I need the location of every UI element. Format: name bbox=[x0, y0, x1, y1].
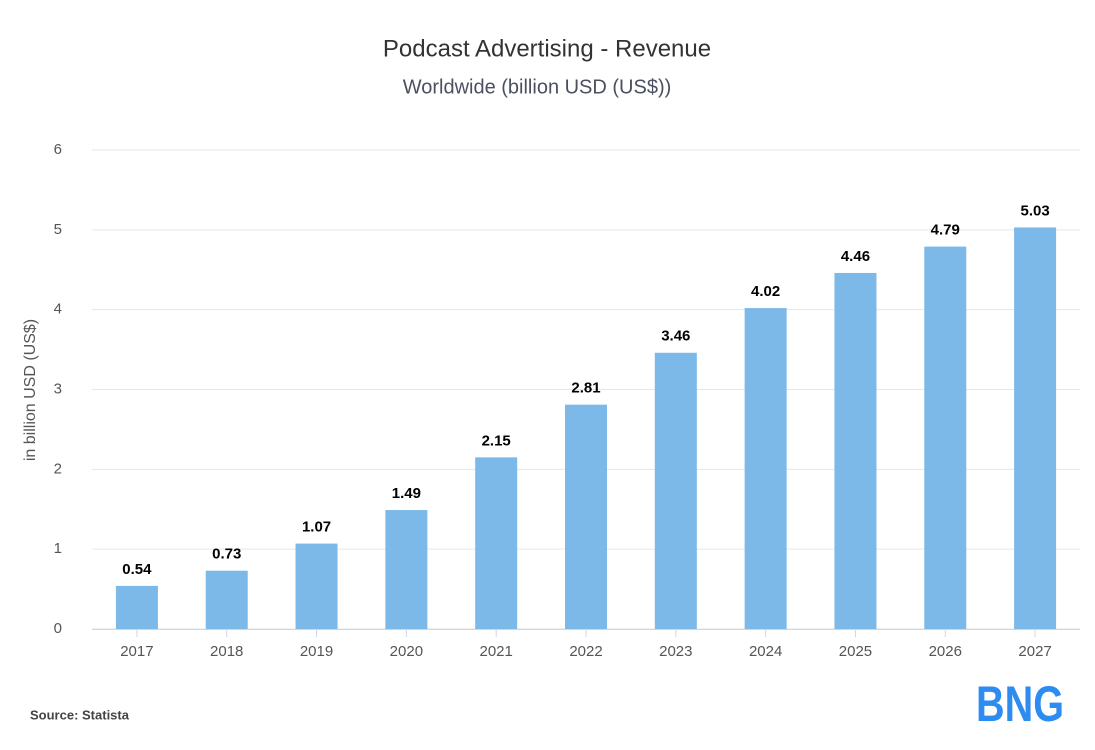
x-tick-label: 2027 bbox=[1018, 643, 1051, 660]
x-tick-label: 2024 bbox=[749, 643, 782, 660]
data-label: 4.79 bbox=[931, 222, 960, 239]
data-label: 5.03 bbox=[1020, 202, 1049, 219]
bar bbox=[205, 570, 248, 629]
bar bbox=[654, 352, 697, 629]
bar bbox=[295, 543, 338, 629]
chart-subtitle: Worldwide (billion USD (US$)) bbox=[403, 76, 672, 98]
bar bbox=[475, 457, 518, 629]
bar bbox=[1014, 227, 1057, 629]
data-label: 2.81 bbox=[571, 380, 600, 397]
data-label: 4.46 bbox=[841, 248, 870, 265]
data-label: 3.46 bbox=[661, 328, 690, 345]
y-tick-label: 1 bbox=[54, 540, 62, 557]
y-tick-label: 5 bbox=[54, 221, 62, 238]
data-label: 1.49 bbox=[392, 485, 421, 502]
bar bbox=[834, 272, 877, 629]
data-label: 0.54 bbox=[122, 561, 152, 578]
bar bbox=[924, 246, 967, 629]
x-tick-label: 2023 bbox=[659, 643, 692, 660]
x-tick-label: 2021 bbox=[479, 643, 512, 660]
x-tick-label: 2019 bbox=[300, 643, 333, 660]
x-tick-label: 2018 bbox=[210, 643, 243, 660]
logo: BNG bbox=[976, 676, 1064, 732]
y-tick-label: 2 bbox=[54, 460, 62, 477]
x-tick-label: 2025 bbox=[839, 643, 872, 660]
data-label: 2.15 bbox=[482, 432, 511, 449]
x-tick-label: 2017 bbox=[120, 643, 153, 660]
x-tick-label: 2020 bbox=[390, 643, 423, 660]
bar bbox=[115, 585, 158, 629]
y-tick-label: 0 bbox=[54, 620, 62, 637]
y-tick-label: 3 bbox=[54, 380, 62, 397]
bar bbox=[565, 404, 607, 629]
bar bbox=[744, 308, 787, 629]
y-tick-label: 4 bbox=[54, 301, 62, 318]
source: Source: Statista bbox=[30, 707, 130, 722]
data-label: 4.02 bbox=[751, 283, 780, 300]
chart-title: Podcast Advertising - Revenue bbox=[383, 35, 711, 62]
data-label: 1.07 bbox=[302, 519, 331, 536]
y-axis-label: in billion USD (US$) bbox=[22, 319, 39, 461]
y-tick-label: 6 bbox=[54, 141, 62, 158]
data-label: 0.73 bbox=[212, 546, 241, 563]
x-tick-label: 2022 bbox=[569, 643, 602, 660]
bar bbox=[385, 510, 428, 629]
x-tick-label: 2026 bbox=[929, 643, 962, 660]
